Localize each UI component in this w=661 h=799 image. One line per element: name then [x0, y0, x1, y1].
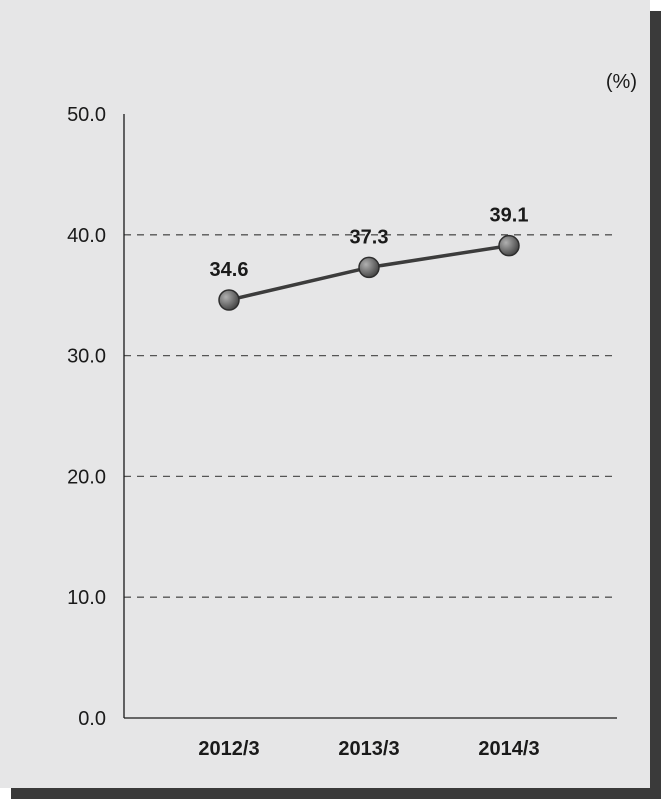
gridlines — [124, 234, 617, 598]
data-label: 37.3 — [350, 226, 389, 248]
data-points — [218, 234, 520, 311]
y-tick-label: 30.0 — [67, 346, 106, 368]
x-tick-labels: 2012/3 2013/3 2014/3 — [198, 738, 539, 760]
data-point — [218, 289, 240, 311]
axes — [123, 114, 617, 719]
x-tick-label: 2012/3 — [198, 738, 259, 760]
y-tick-label: 40.0 — [67, 225, 106, 247]
y-tick-labels: 0.0 10.0 20.0 30.0 40.0 50.0 — [67, 104, 106, 730]
data-labels: 34.6 37.3 39.1 — [210, 205, 529, 281]
data-label: 39.1 — [490, 205, 529, 227]
y-tick-label: 20.0 — [67, 466, 106, 488]
data-point — [498, 234, 520, 257]
data-point — [358, 256, 380, 279]
y-tick-label: 10.0 — [67, 587, 106, 609]
line-chart: (%) 0.0 10.0 20.0 30.0 40.0 50.0 2012/3 2013/3… — [67, 71, 637, 760]
chart-panel: (%) 0.0 10.0 20.0 30.0 40.0 50.0 2012/3 2013/3… — [0, 0, 650, 788]
x-tick-label: 2013/3 — [338, 738, 399, 760]
y-tick-label: 0.0 — [78, 708, 106, 730]
unit-label: (%) — [606, 71, 637, 93]
data-label: 34.6 — [210, 259, 249, 281]
x-tick-label: 2014/3 — [478, 738, 539, 760]
y-tick-label: 50.0 — [67, 104, 106, 126]
